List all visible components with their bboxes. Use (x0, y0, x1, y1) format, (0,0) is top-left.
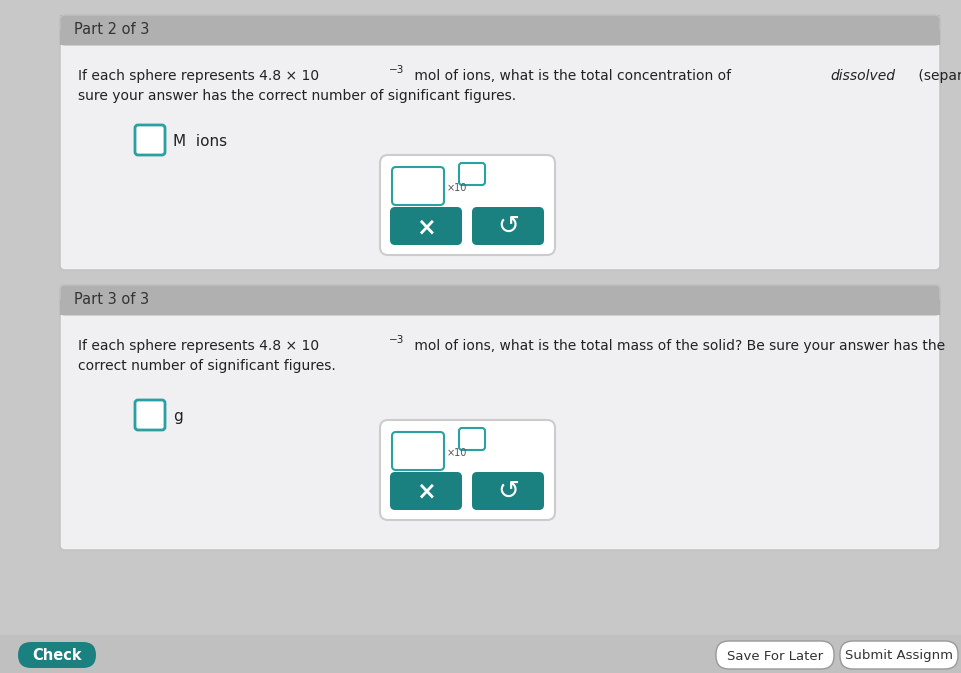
FancyBboxPatch shape (839, 641, 957, 669)
Text: −3: −3 (389, 65, 404, 75)
FancyBboxPatch shape (715, 641, 833, 669)
FancyBboxPatch shape (135, 400, 165, 430)
Text: If each sphere represents 4.8 × 10: If each sphere represents 4.8 × 10 (78, 69, 319, 83)
FancyBboxPatch shape (380, 155, 554, 255)
Text: Check: Check (32, 649, 82, 664)
FancyBboxPatch shape (389, 207, 461, 245)
Text: M  ions: M ions (173, 135, 227, 149)
FancyBboxPatch shape (60, 15, 939, 270)
FancyBboxPatch shape (18, 642, 96, 668)
Text: ×10: ×10 (447, 448, 467, 458)
Text: ↺: ↺ (497, 479, 519, 505)
FancyBboxPatch shape (135, 125, 165, 155)
Text: If each sphere represents 4.8 × 10: If each sphere represents 4.8 × 10 (78, 339, 319, 353)
FancyBboxPatch shape (380, 420, 554, 520)
FancyBboxPatch shape (458, 428, 484, 450)
FancyBboxPatch shape (389, 472, 461, 510)
Text: (separated) ions? Be: (separated) ions? Be (913, 69, 961, 83)
Text: Part 2 of 3: Part 2 of 3 (74, 22, 149, 38)
Text: Part 3 of 3: Part 3 of 3 (74, 293, 149, 308)
Bar (60, 15, 939, 45)
FancyBboxPatch shape (472, 207, 543, 245)
FancyBboxPatch shape (458, 163, 484, 185)
Text: Submit Assignm: Submit Assignm (844, 649, 952, 662)
Text: correct number of significant figures.: correct number of significant figures. (78, 359, 335, 373)
FancyBboxPatch shape (60, 285, 939, 315)
Text: ×: × (416, 215, 435, 239)
Text: mol of ions, what is the total concentration of: mol of ions, what is the total concentra… (409, 69, 735, 83)
Text: ↺: ↺ (497, 214, 519, 240)
Text: −3: −3 (389, 335, 404, 345)
Text: sure your answer has the correct number of significant figures.: sure your answer has the correct number … (78, 89, 516, 103)
FancyBboxPatch shape (60, 15, 939, 45)
Bar (0, 635, 961, 673)
FancyBboxPatch shape (391, 432, 444, 470)
Text: dissolved: dissolved (829, 69, 894, 83)
Bar (60, 30, 939, 45)
Text: mol of ions, what is the total mass of the solid? Be sure your answer has the: mol of ions, what is the total mass of t… (409, 339, 944, 353)
Text: ×10: ×10 (447, 183, 467, 193)
FancyBboxPatch shape (391, 167, 444, 205)
Text: Save For Later: Save For Later (727, 649, 823, 662)
Bar (60, 300, 939, 315)
FancyBboxPatch shape (60, 285, 939, 550)
Text: ×: × (416, 480, 435, 504)
Text: g: g (173, 409, 183, 425)
FancyBboxPatch shape (472, 472, 543, 510)
